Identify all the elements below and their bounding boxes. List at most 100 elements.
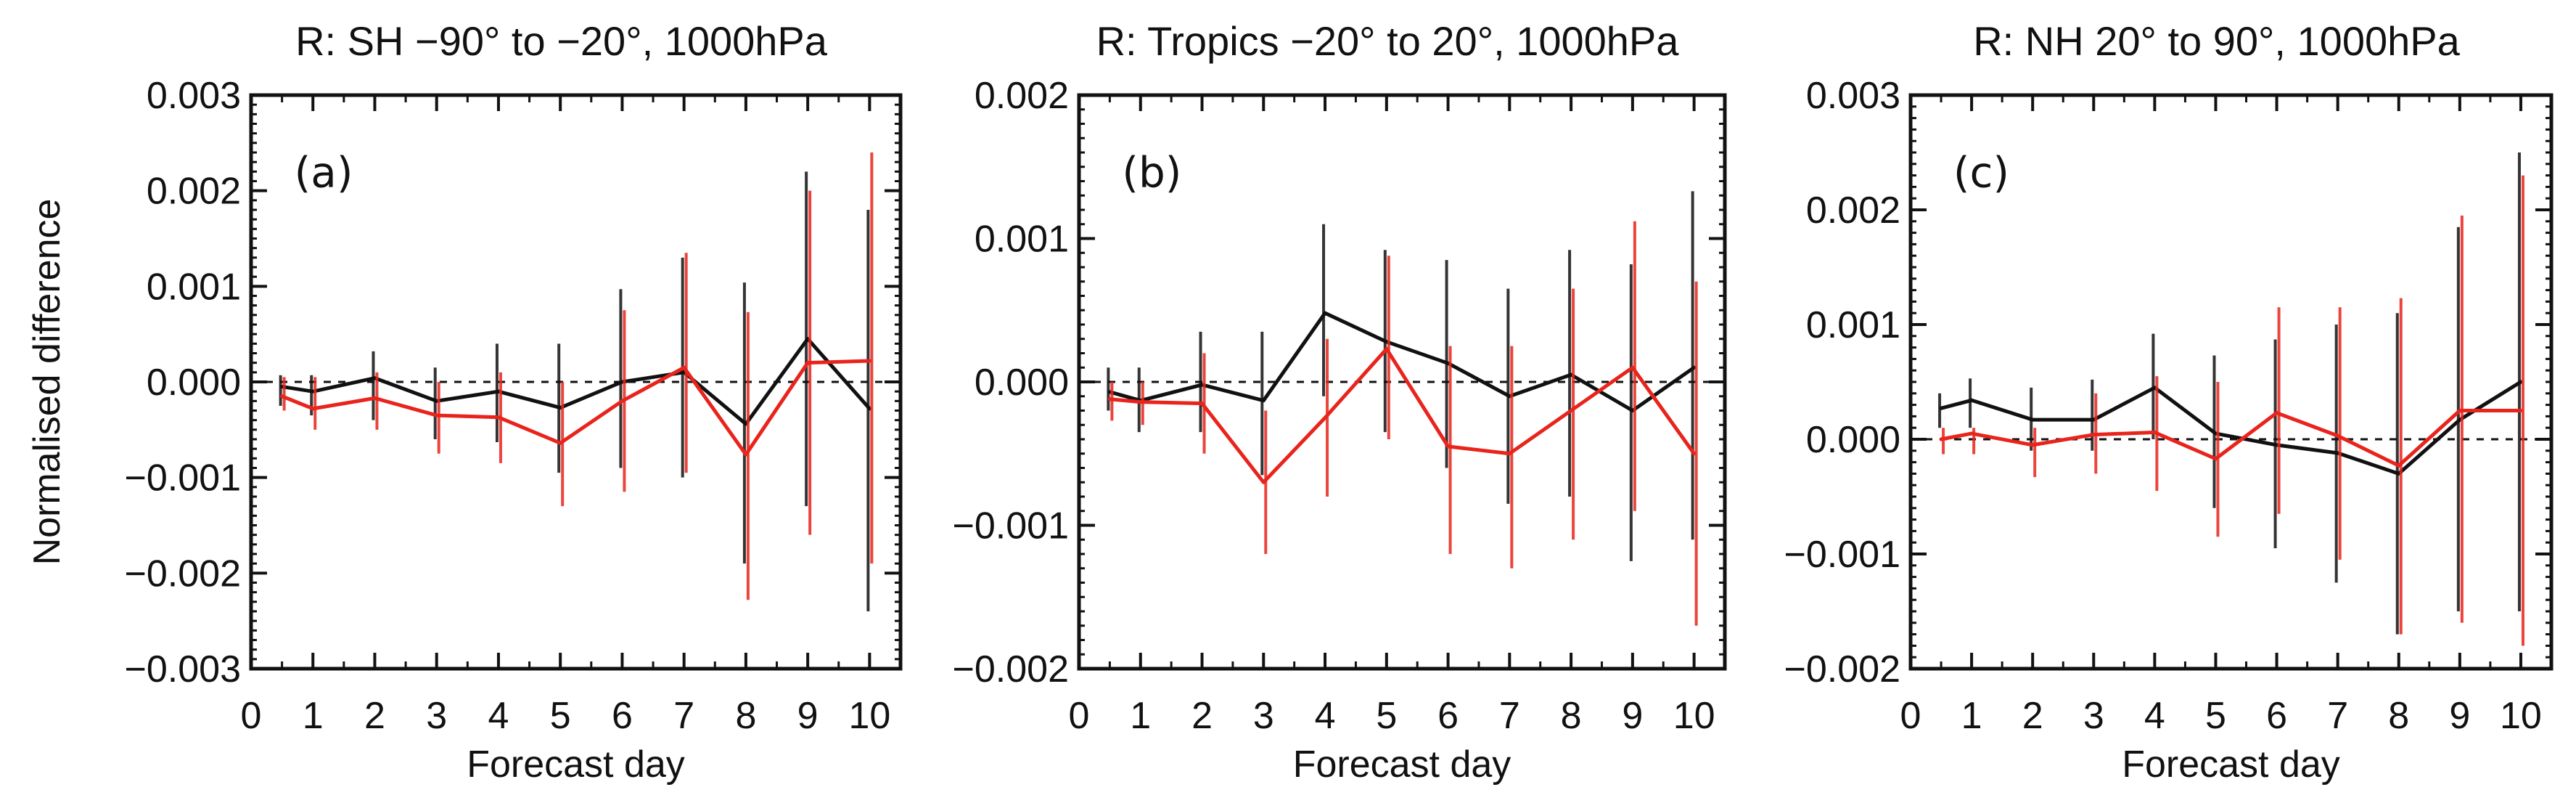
y-tick-label: −0.001 — [1784, 534, 1901, 576]
data-point-red — [1507, 452, 1511, 456]
data-point-red — [1139, 400, 1143, 404]
data-point-red — [1569, 409, 1573, 412]
y-tick-label: 0.001 — [975, 219, 1069, 261]
data-point-black — [1969, 398, 1974, 402]
y-axis-label: Normalised difference — [26, 199, 68, 566]
y-tick-label: −0.002 — [1784, 648, 1901, 690]
data-point-red — [1969, 431, 1974, 436]
x-tick-label: 8 — [735, 695, 756, 737]
x-tick-label: 4 — [488, 695, 509, 737]
data-point-red — [2030, 443, 2035, 447]
x-tick-label: 8 — [2388, 695, 2409, 737]
x-tick-label: 9 — [797, 695, 819, 737]
y-tick-label: −0.001 — [125, 457, 242, 500]
x-tick-label: 1 — [1130, 695, 1151, 737]
series-line-red — [1109, 347, 1696, 484]
y-tick-label: 0.000 — [1806, 419, 1900, 461]
x-tick-label: 0 — [1069, 695, 1090, 737]
x-tick-label: 3 — [2083, 695, 2104, 737]
y-tick-label: −0.003 — [125, 648, 242, 690]
y-tick-label: 0.002 — [1806, 189, 1900, 232]
y-tick-label: −0.002 — [125, 553, 242, 595]
panel-a: R: SH −90° to −20°, 1000hPa −0.003 −0.002 −… — [125, 18, 903, 786]
plot-frame — [1908, 93, 2554, 671]
x-tick-label: 4 — [1315, 695, 1336, 737]
y-tick-label: 0.003 — [147, 75, 241, 117]
x-tick-label: 10 — [1673, 695, 1715, 737]
x-tick-label: 3 — [1253, 695, 1274, 737]
x-axis-label: Forecast day — [467, 743, 685, 786]
data-point-black — [1261, 399, 1266, 403]
data-point-red — [1630, 365, 1635, 370]
data-point-red — [435, 413, 439, 417]
data-point-red — [2091, 433, 2096, 437]
data-point-red — [1692, 452, 1697, 456]
data-point-red — [1446, 444, 1451, 449]
data-point-red — [1323, 415, 1327, 420]
panel-title: R: NH 20° to 90°, 1000hPa — [1973, 18, 2460, 64]
y-tick-label: 0.003 — [1806, 75, 1900, 117]
x-tick-label: 6 — [2266, 695, 2287, 737]
data-point-red — [2275, 411, 2279, 415]
data-point-red — [867, 359, 871, 363]
data-point-red — [1939, 437, 1943, 441]
panel-label: (b) — [1122, 147, 1181, 197]
x-tick-label: 0 — [1900, 695, 1921, 737]
panel-label: (a) — [295, 147, 353, 197]
x-tick-label: 2 — [1191, 695, 1213, 737]
y-tick-label: 0.001 — [1806, 304, 1900, 346]
data-point-red — [558, 441, 562, 445]
data-point-red — [744, 452, 748, 457]
x-tick-label: 3 — [426, 695, 447, 737]
y-tick-label: 0.002 — [147, 171, 241, 213]
data-point-red — [2336, 433, 2340, 438]
data-point-red — [620, 399, 624, 403]
y-tick-label: 0.000 — [975, 362, 1069, 404]
data-point-black — [2030, 417, 2035, 422]
x-axis-label: Forecast day — [1293, 743, 1511, 786]
x-tick-label: 9 — [1622, 695, 1643, 737]
data-point-red — [2152, 431, 2157, 435]
data-point-red — [1385, 347, 1389, 351]
x-tick-label: 2 — [364, 695, 385, 737]
x-tick-label: 6 — [1437, 695, 1459, 737]
data-point-red — [372, 396, 377, 400]
x-tick-label: 1 — [303, 695, 324, 737]
x-tick-label: 4 — [2144, 695, 2165, 737]
data-point-red — [496, 415, 501, 420]
data-point-red — [311, 407, 315, 411]
y-tick-label: −0.002 — [953, 648, 1070, 690]
x-tick-label: 1 — [1961, 695, 1982, 737]
panel-b: R: Tropics −20° to 20°, 1000hPa −0.002 −0.… — [953, 18, 1727, 786]
y-tick-label: −0.001 — [953, 505, 1070, 547]
x-tick-label: 8 — [1561, 695, 1582, 737]
data-point-black — [1939, 406, 1943, 410]
x-tick-label: 7 — [2327, 695, 2348, 737]
panel-c: R: NH 20° to 90°, 1000hPa −0.002 −0.001 0.0… — [1784, 18, 2554, 786]
x-tick-label: 10 — [2500, 695, 2542, 737]
x-tick-label: 7 — [1499, 695, 1520, 737]
x-tick-label: 10 — [848, 695, 890, 737]
y-tick-label: 0.002 — [975, 75, 1069, 117]
y-tick-label: 0.000 — [147, 362, 241, 404]
x-tick-label: 7 — [673, 695, 694, 737]
x-tick-label: 6 — [612, 695, 633, 737]
data-point-red — [2213, 457, 2218, 461]
plot-frame — [249, 93, 903, 671]
x-tick-label: 5 — [2205, 695, 2226, 737]
series-line-black — [1109, 311, 1696, 412]
data-point-red — [1261, 480, 1266, 484]
plot-frame — [1077, 93, 1727, 671]
data-point-red — [1107, 397, 1112, 402]
data-point-red — [1200, 402, 1205, 406]
x-tick-label: 0 — [241, 695, 262, 737]
x-tick-label: 5 — [1376, 695, 1397, 737]
x-tick-label: 5 — [550, 695, 571, 737]
data-point-red — [805, 361, 810, 365]
panel-label: (c) — [1953, 147, 2009, 197]
x-axis-label: Forecast day — [2122, 743, 2340, 786]
x-tick-label: 9 — [2449, 695, 2470, 737]
y-tick-label: 0.001 — [147, 266, 241, 308]
data-point-red — [280, 394, 284, 399]
